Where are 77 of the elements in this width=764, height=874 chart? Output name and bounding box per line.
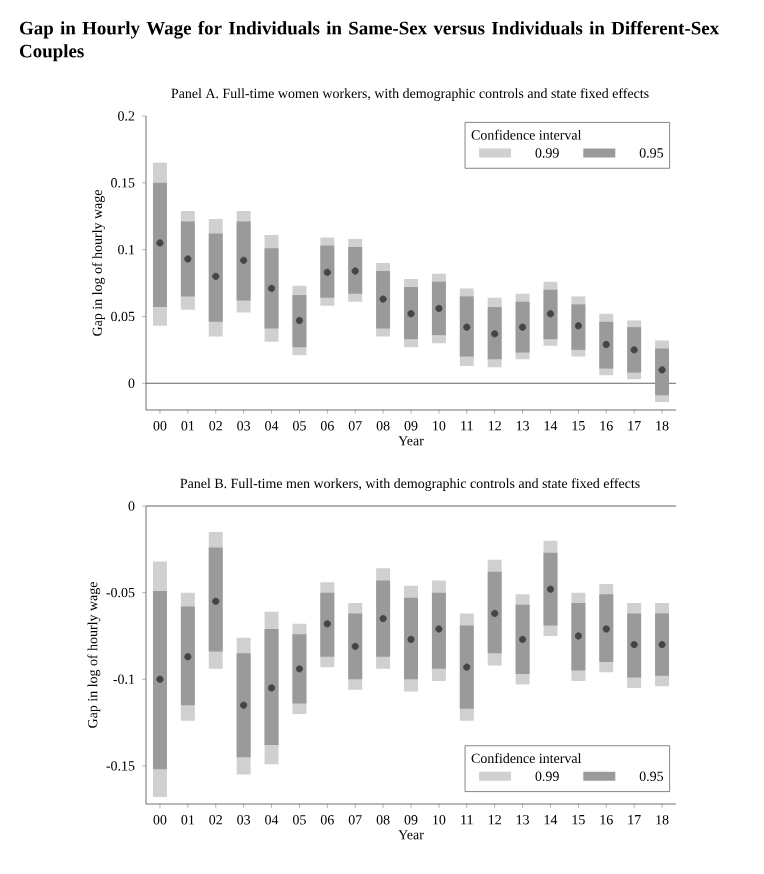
bar <box>376 271 391 329</box>
point <box>491 330 499 338</box>
chart-title: Gap in Hourly Wage for Individuals in Same-Sex versus Individuals in Different-Sex Couples <box>19 21 720 62</box>
bar <box>627 327 642 373</box>
bar <box>348 246 363 294</box>
point <box>491 609 499 617</box>
point <box>407 310 415 318</box>
bar <box>404 287 418 340</box>
bar <box>515 301 530 353</box>
point <box>630 641 638 649</box>
point <box>184 653 192 661</box>
point <box>574 322 582 330</box>
point <box>267 284 276 292</box>
point <box>630 346 638 354</box>
bar <box>543 552 558 626</box>
point <box>463 663 471 671</box>
bar <box>348 613 363 680</box>
bar <box>180 606 195 706</box>
point <box>156 675 164 683</box>
bar <box>320 592 335 657</box>
point <box>435 625 443 633</box>
point <box>602 340 610 349</box>
point <box>240 701 248 709</box>
bar <box>571 603 586 671</box>
point <box>240 256 248 264</box>
bar <box>404 597 418 680</box>
bar <box>571 304 586 350</box>
bar <box>487 307 502 360</box>
point <box>519 635 527 643</box>
point <box>351 267 359 275</box>
point <box>351 642 359 650</box>
point <box>295 665 304 673</box>
point <box>574 632 582 640</box>
point <box>379 615 387 623</box>
bar <box>487 571 502 654</box>
point <box>407 635 415 643</box>
point <box>212 597 220 605</box>
point <box>546 585 555 593</box>
bar <box>208 547 223 652</box>
bar <box>208 233 223 322</box>
bar <box>180 221 195 297</box>
bar <box>152 590 167 770</box>
point <box>295 316 304 325</box>
point <box>602 625 610 633</box>
point <box>184 255 192 263</box>
bar <box>627 613 642 678</box>
bar <box>320 245 335 298</box>
point <box>519 323 527 331</box>
bar <box>376 580 391 657</box>
bar <box>431 281 446 336</box>
point <box>267 684 276 692</box>
point <box>379 295 387 303</box>
bar <box>264 629 279 746</box>
bar <box>515 604 530 675</box>
bar <box>655 348 670 396</box>
point <box>323 268 331 276</box>
bar <box>236 221 251 301</box>
bar <box>292 295 307 348</box>
point <box>546 310 555 318</box>
point <box>658 641 666 649</box>
point <box>463 323 471 331</box>
bar <box>236 653 251 758</box>
point <box>658 366 666 374</box>
bar <box>459 625 474 709</box>
bar <box>292 634 307 704</box>
point <box>435 304 443 313</box>
bar <box>655 613 670 676</box>
bar <box>599 321 614 369</box>
bar <box>459 296 474 357</box>
bar <box>152 182 167 308</box>
point <box>323 620 331 628</box>
bar <box>543 289 558 340</box>
point <box>156 239 164 247</box>
point <box>212 272 220 280</box>
bar <box>599 594 614 662</box>
bar <box>431 592 446 669</box>
bar <box>264 248 279 329</box>
